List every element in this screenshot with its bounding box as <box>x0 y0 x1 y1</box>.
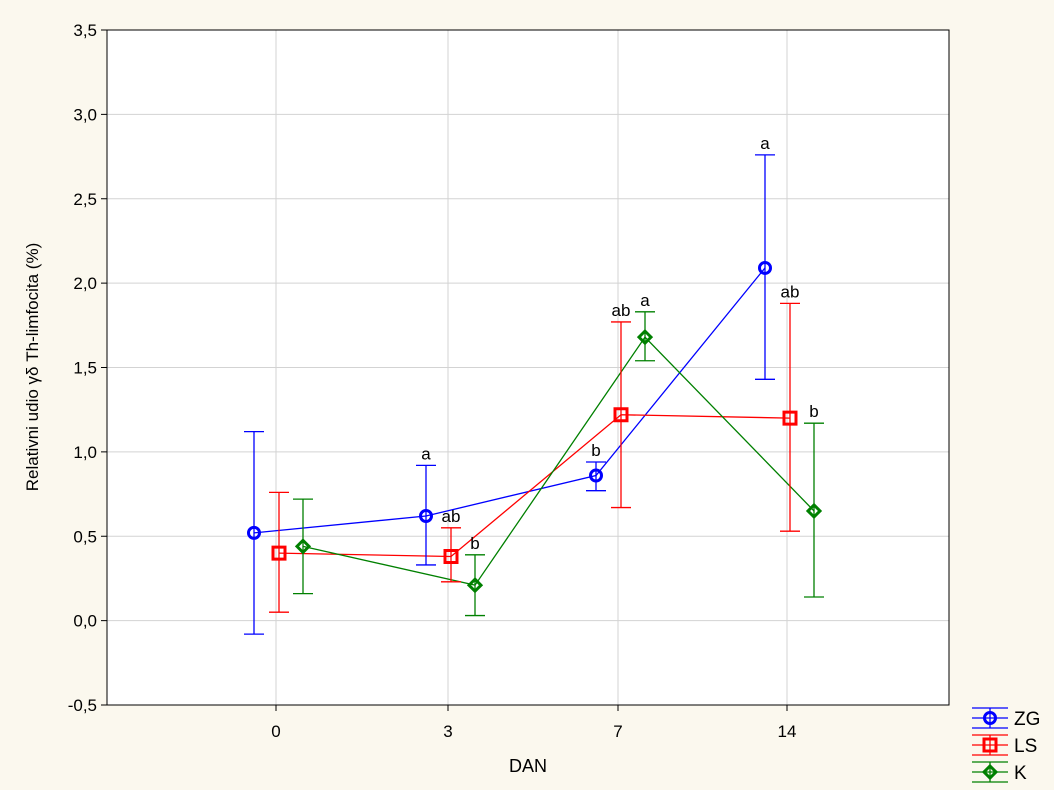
y-tick-label: 2,5 <box>73 190 97 209</box>
y-axis-title: Relativni udio γδ Th-limfocita (%) <box>23 243 42 491</box>
legend-marker-LS <box>982 737 998 753</box>
legend-marker-ZG <box>983 711 997 725</box>
data-label-K: b <box>809 402 818 421</box>
x-tick-label: 14 <box>778 722 797 741</box>
x-tick-label: 3 <box>443 722 452 741</box>
point-ZG <box>247 525 261 540</box>
x-tick-label: 0 <box>271 722 280 741</box>
y-tick-label: 3,0 <box>73 105 97 124</box>
point-K <box>294 538 312 555</box>
y-tick-label: 0,0 <box>73 612 97 631</box>
x-axis-title: DAN <box>509 756 547 776</box>
legend-entry-ZG: ZG <box>972 707 1040 730</box>
data-label-K: a <box>640 291 650 310</box>
legend-label-ZG: ZG <box>1014 709 1040 730</box>
y-tick-label: 2,0 <box>73 274 97 293</box>
legend-entry-K: K <box>972 761 1027 784</box>
point-ZG <box>419 509 433 523</box>
series-line-LS <box>278 414 791 558</box>
point-LS <box>613 407 629 423</box>
y-tick-label: -0,5 <box>68 696 97 715</box>
point-LS <box>443 549 459 564</box>
series-line-ZG <box>253 267 766 534</box>
point-ZG <box>589 468 603 483</box>
y-tick-label: 1,0 <box>73 443 97 462</box>
data-label-ZG: a <box>760 134 770 153</box>
point-LS <box>271 545 287 561</box>
legend-marker-K <box>981 763 999 781</box>
y-tick-label: 0,5 <box>73 527 97 546</box>
point-LS <box>782 410 798 426</box>
data-label-ZG: a <box>421 444 431 463</box>
data-label-LS: ab <box>781 282 800 301</box>
legend-entry-LS: LS <box>972 734 1037 757</box>
legend: ZG LS K <box>972 707 1040 784</box>
point-ZG <box>758 260 772 275</box>
point-K <box>466 577 484 594</box>
data-label-K: b <box>470 534 479 553</box>
series-line-K <box>302 336 815 586</box>
point-K <box>805 502 823 520</box>
x-tick-label: 7 <box>613 722 622 741</box>
y-tick-label: 3,5 <box>73 21 97 40</box>
point-K <box>636 329 654 346</box>
legend-label-LS: LS <box>1014 736 1037 757</box>
legend-label-K: K <box>1014 763 1027 784</box>
data-label-LS: ab <box>442 507 461 526</box>
data-label-LS: ab <box>612 301 631 320</box>
data-label-ZG: b <box>591 441 600 460</box>
y-tick-label: 1,5 <box>73 359 97 378</box>
